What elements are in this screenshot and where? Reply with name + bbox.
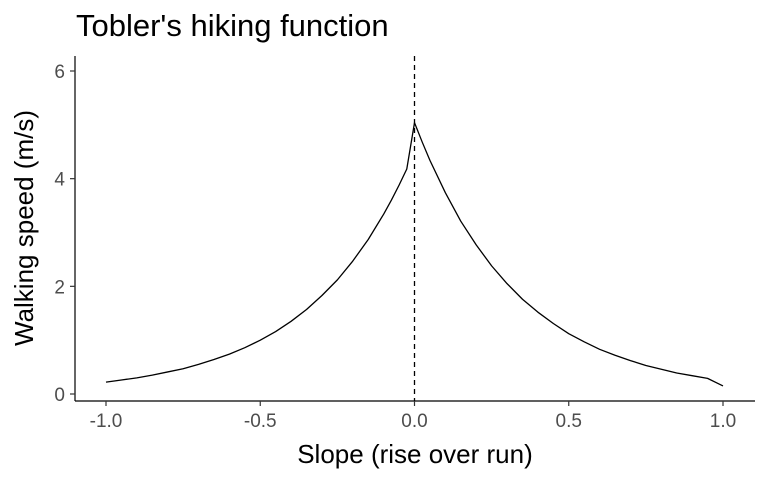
y-axis-label: Walking speed (m/s): [9, 110, 39, 346]
y-axis-ticks: 0 2 4 6: [54, 62, 75, 406]
y-tick-label: 6: [54, 62, 65, 83]
x-tick-label: 0.0: [401, 411, 427, 432]
y-tick-label: 4: [54, 170, 65, 191]
x-tick-label: 0.5: [556, 411, 582, 432]
x-tick-label: -1.0: [90, 411, 123, 432]
x-axis-label: Slope (rise over run): [297, 439, 533, 469]
x-tick-label: -0.5: [244, 411, 277, 432]
series-line: [105, 122, 724, 387]
x-tick-label: 1.0: [710, 411, 736, 432]
y-tick-label: 0: [54, 385, 65, 406]
y-tick-label: 2: [54, 277, 65, 298]
x-axis-ticks: -1.0 -0.5 0.0 0.5 1.0: [90, 401, 736, 432]
plot-area: [105, 56, 724, 401]
chart-title: Tobler's hiking function: [76, 8, 389, 43]
